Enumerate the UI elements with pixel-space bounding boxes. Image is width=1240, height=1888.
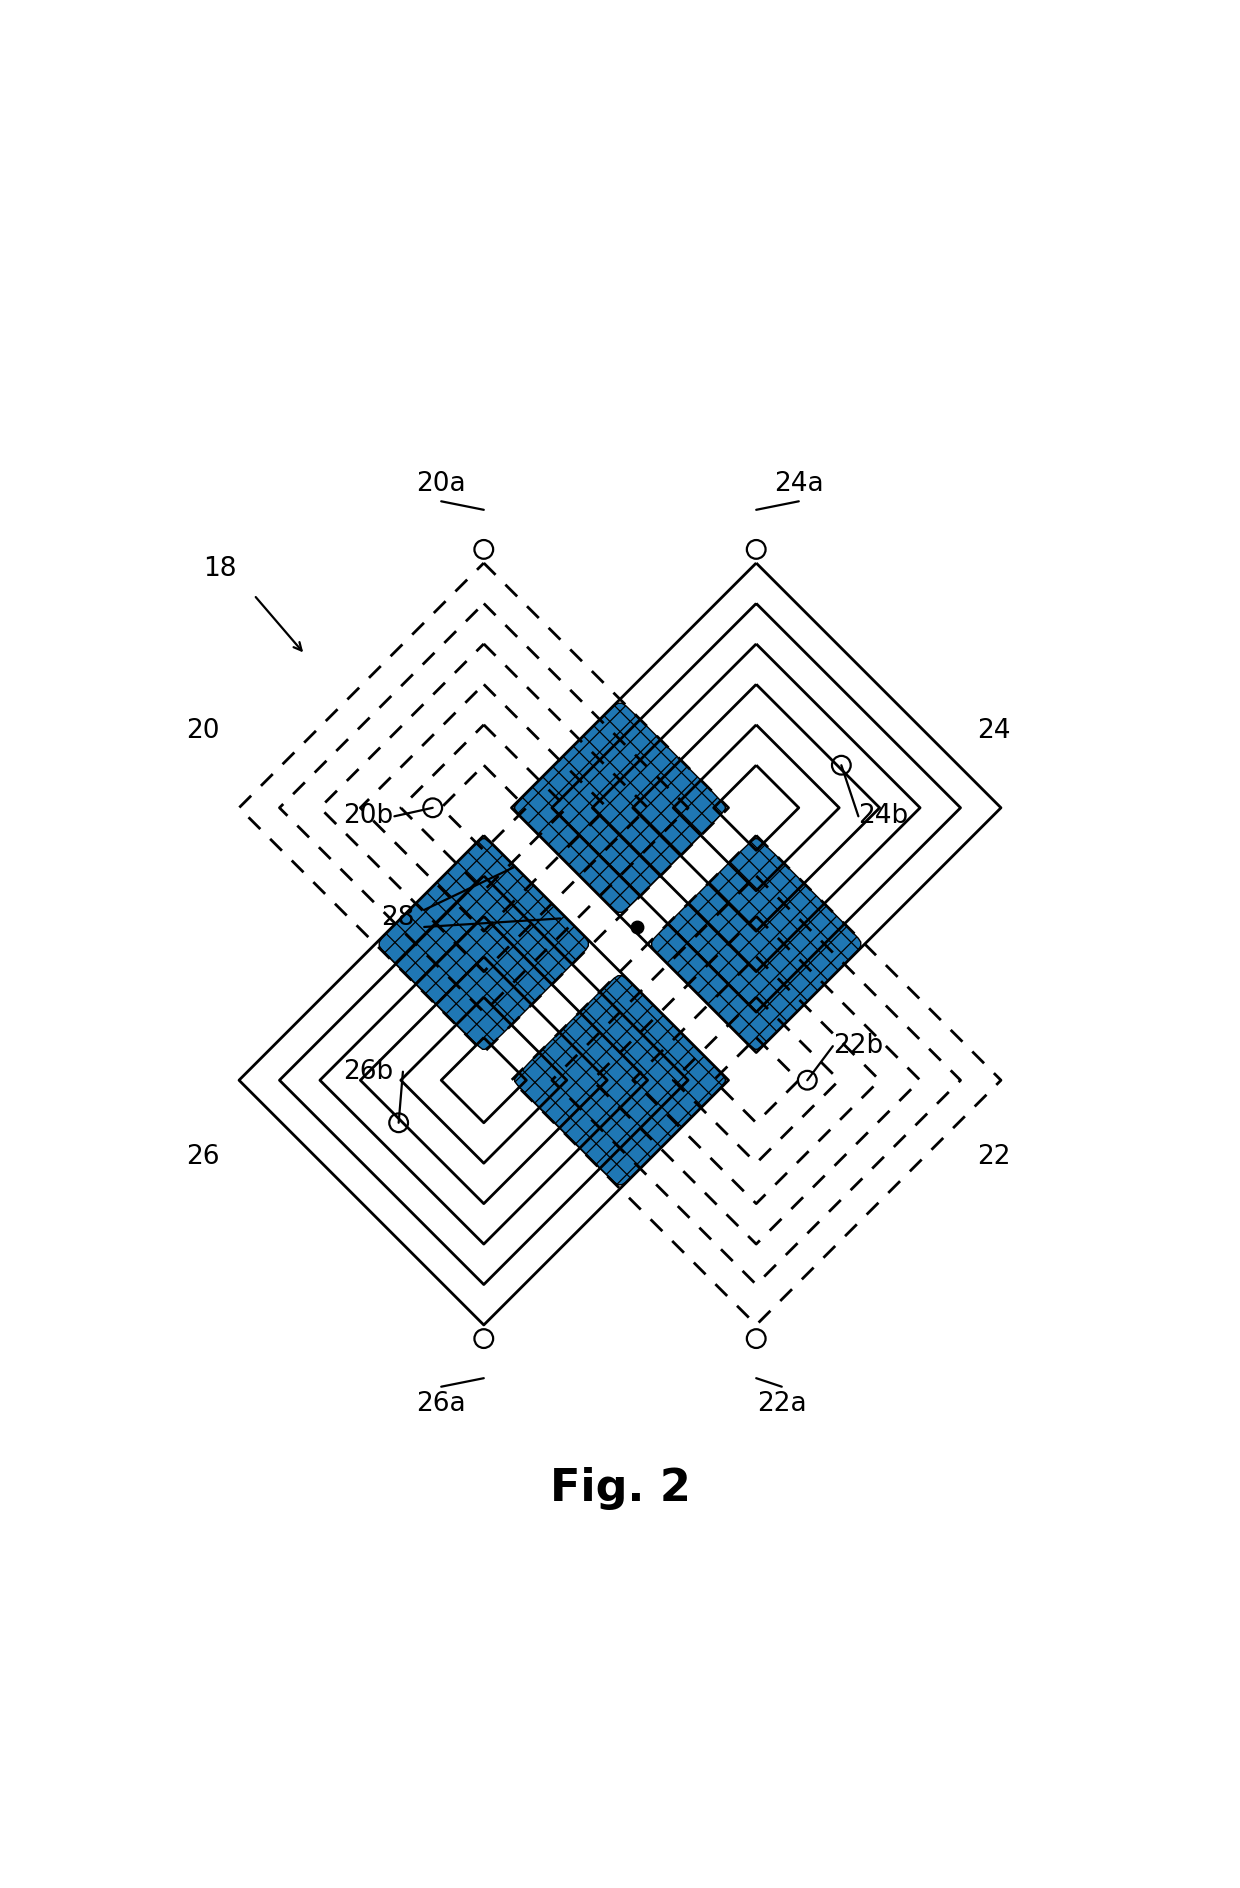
Text: 18: 18 — [203, 557, 237, 582]
Text: 28: 28 — [382, 906, 415, 931]
PathPatch shape — [515, 976, 725, 1186]
Text: Fig. 2: Fig. 2 — [549, 1467, 691, 1510]
Text: 24b: 24b — [858, 802, 909, 829]
Text: 24: 24 — [977, 717, 1011, 744]
PathPatch shape — [379, 838, 588, 1050]
Text: 22a: 22a — [756, 1391, 806, 1416]
Text: 20: 20 — [186, 717, 219, 744]
Text: 26a: 26a — [417, 1391, 466, 1416]
Text: 20a: 20a — [417, 472, 466, 497]
Text: 26: 26 — [186, 1144, 219, 1171]
PathPatch shape — [515, 702, 725, 912]
Text: 26b: 26b — [343, 1059, 393, 1086]
PathPatch shape — [652, 838, 861, 1050]
Text: 22b: 22b — [833, 1033, 883, 1059]
Text: 20b: 20b — [343, 802, 393, 829]
Text: 24a: 24a — [774, 472, 823, 497]
Text: 22: 22 — [977, 1144, 1011, 1171]
